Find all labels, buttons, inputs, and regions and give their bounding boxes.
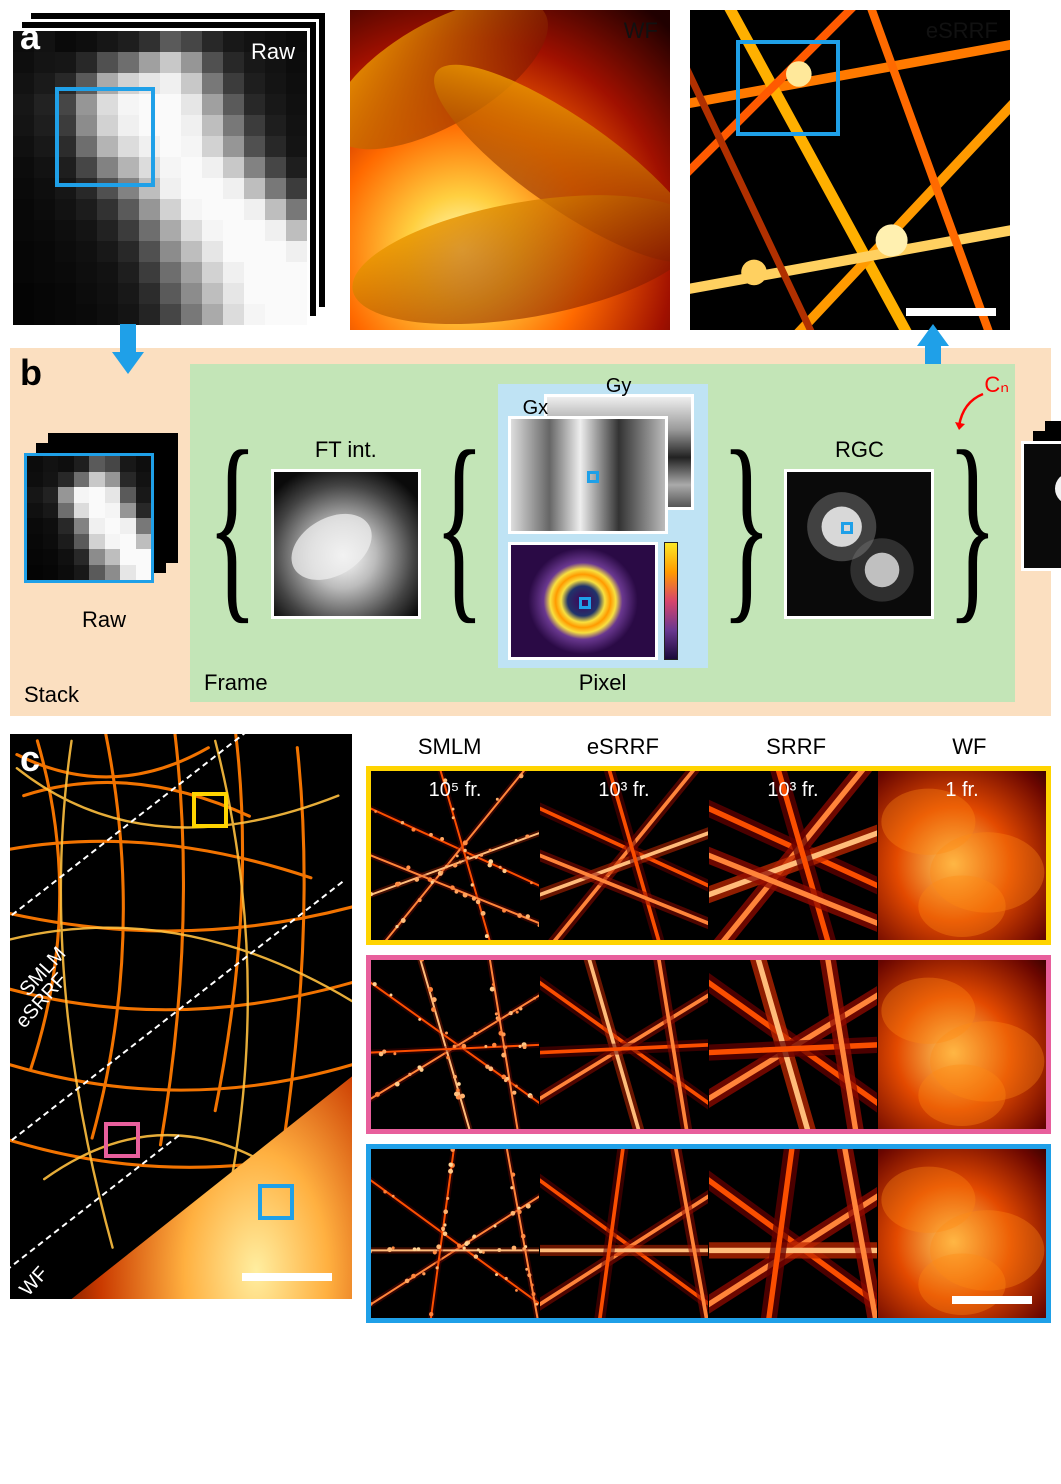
raw-mini-block: Raw bbox=[24, 433, 184, 633]
grid-cell-r2-c3 bbox=[877, 1149, 1046, 1318]
brace-close-2: } bbox=[721, 450, 771, 601]
panel-b: b Cₙ Stack Raw bbox=[10, 348, 1051, 716]
pixel-section-label: Pixel bbox=[579, 670, 627, 696]
grid-cell-r1-c3 bbox=[877, 960, 1046, 1129]
esrrf-image: eSRRF bbox=[690, 10, 1010, 330]
frame-count-r0-c2: 10³ fr. bbox=[709, 779, 877, 802]
col-header-esrrf: eSRRF bbox=[541, 734, 704, 760]
rgc-stack-block: RGC stack bbox=[1021, 421, 1061, 645]
overview-roi-2 bbox=[258, 1184, 294, 1220]
grid-cell-r1-c2 bbox=[708, 960, 877, 1129]
cn-label: Cₙ bbox=[984, 372, 1009, 398]
arrow-out-head bbox=[917, 324, 949, 346]
rgc-mini-stack bbox=[1021, 421, 1061, 591]
raw-image-stack: Raw bbox=[10, 10, 330, 330]
grid-row-0: 10⁵ fr.10³ fr.10³ fr. 1 fr. bbox=[366, 766, 1051, 945]
grid-cell-r0-c1: 10³ fr. bbox=[539, 771, 708, 940]
grid-cell-r0-c3: 1 fr. bbox=[877, 771, 1046, 940]
raw-mini-caption: Raw bbox=[82, 607, 126, 633]
brace-close-1: } bbox=[948, 450, 998, 601]
panel-b-pipeline: Raw Frame { FT int. bbox=[24, 364, 1037, 702]
panel-c: c bbox=[10, 734, 1051, 1333]
panel-c-grid-scalebar bbox=[952, 1296, 1032, 1304]
grid-column-headers: SMLM eSRRF SRRF WF bbox=[366, 734, 1051, 760]
raw-roi-box bbox=[55, 87, 155, 187]
frame-count-r0-c1: 10³ fr. bbox=[540, 779, 708, 802]
panel-a: a Raw bbox=[10, 10, 1051, 330]
gx-image: Gx bbox=[508, 416, 668, 534]
panel-c-label: c bbox=[20, 738, 40, 780]
gx-pixel-marker bbox=[587, 471, 599, 483]
esrrf-tile-label: eSRRF bbox=[926, 18, 998, 44]
panel-a-label: a bbox=[20, 16, 40, 58]
raw-mini-f1 bbox=[24, 453, 154, 583]
grid-cell-r1-c1 bbox=[539, 960, 708, 1129]
rgc-image bbox=[784, 469, 934, 619]
frame-count-r0-c0: 10⁵ fr. bbox=[371, 779, 539, 802]
grid-cell-r0-c2: 10³ fr. bbox=[708, 771, 877, 940]
esrrf-roi-box bbox=[736, 40, 840, 136]
raw-frame-front: Raw bbox=[10, 28, 310, 328]
panel-a-raw-tile: a Raw bbox=[10, 10, 330, 330]
col-header-wf: WF bbox=[888, 734, 1051, 760]
kernel-image bbox=[508, 542, 658, 660]
rgc-mini-f1 bbox=[1021, 441, 1061, 571]
panel-a-esrrf-tile: eSRRF bbox=[690, 10, 1010, 330]
grid-cell-r2-c0 bbox=[371, 1149, 539, 1318]
panel-c-overview: SMLM eSRRF WF bbox=[10, 734, 352, 1299]
grid-cell-r0-c0: 10⁵ fr. bbox=[371, 771, 539, 940]
gy-label: Gy bbox=[606, 375, 632, 398]
grid-cell-r2-c2 bbox=[708, 1149, 877, 1318]
gx-label: Gx bbox=[523, 397, 549, 420]
wf-image: WF bbox=[350, 10, 670, 330]
raw-mini-stack bbox=[24, 433, 184, 603]
frame-count-r0-c3: 1 fr. bbox=[878, 779, 1046, 802]
panel-a-scalebar bbox=[906, 308, 996, 316]
arrow-in-shaft bbox=[120, 324, 136, 354]
panel-b-label: b bbox=[20, 352, 42, 394]
wf-tile-label: WF bbox=[624, 18, 658, 44]
grid-row-1 bbox=[366, 955, 1051, 1134]
grid-row-2 bbox=[366, 1144, 1051, 1323]
panel-c-comparison-grid: SMLM eSRRF SRRF WF 10⁵ fr.10³ fr.10³ fr.… bbox=[366, 734, 1051, 1333]
ft-image bbox=[271, 469, 421, 619]
grid-cell-r1-c0 bbox=[371, 960, 539, 1129]
pixel-section: Pixel Gy Gx bbox=[498, 384, 708, 668]
overview-roi-1 bbox=[104, 1122, 140, 1158]
grid-cell-r2-c1 bbox=[539, 1149, 708, 1318]
brace-open-1: { bbox=[207, 450, 257, 601]
frame-section-label: Frame bbox=[204, 670, 268, 696]
kernel-center-marker bbox=[579, 597, 591, 609]
ft-block: FT int. bbox=[271, 433, 421, 619]
kernel-colorbar bbox=[664, 542, 678, 660]
col-header-srrf: SRRF bbox=[715, 734, 878, 760]
rgc-caption: RGC bbox=[835, 437, 884, 463]
overview-roi-0 bbox=[192, 792, 228, 828]
rgc-block: RGC bbox=[784, 433, 934, 619]
rgc-pixel-marker bbox=[841, 522, 853, 534]
panel-c-main-scalebar bbox=[242, 1273, 332, 1281]
figure-root: a Raw bbox=[10, 10, 1051, 1333]
ft-caption: FT int. bbox=[315, 437, 377, 463]
brace-open-2: { bbox=[434, 450, 484, 601]
raw-tile-label: Raw bbox=[251, 39, 295, 65]
frame-section: Frame { FT int. bbox=[190, 364, 1015, 702]
col-header-smlm: SMLM bbox=[368, 734, 531, 760]
panel-a-wf-tile: WF bbox=[350, 10, 670, 330]
